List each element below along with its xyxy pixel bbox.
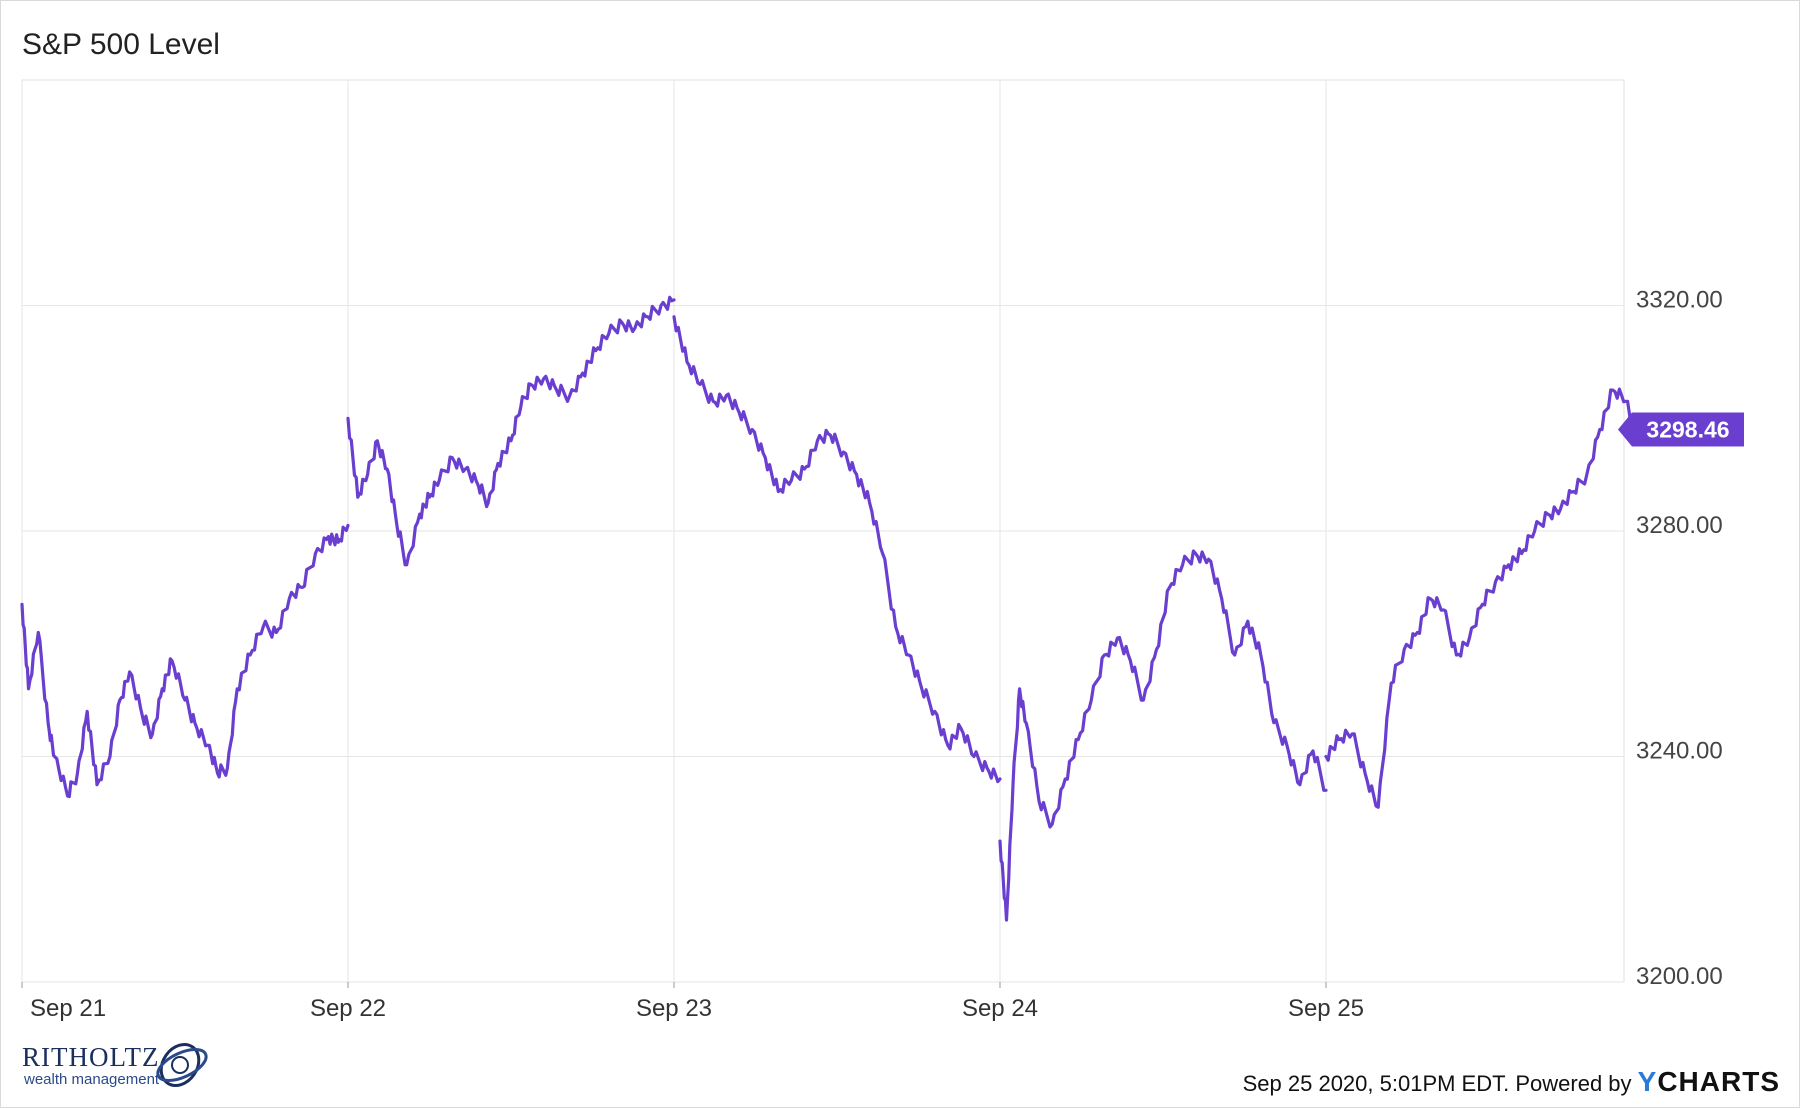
series-line-segment: [998, 549, 1328, 922]
series-line-segment: [346, 295, 676, 567]
brand-subtitle: wealth management: [24, 1071, 160, 1088]
series-lines: [20, 295, 1648, 922]
x-tick-label: Sep 21: [30, 995, 106, 1022]
series-line-segment: [672, 315, 1002, 784]
y-tick-label: 3320.00: [1636, 287, 1723, 314]
last-value-tag: [1618, 412, 1744, 447]
series-line-segment: [20, 523, 350, 799]
timestamp-text: Sep 25 2020, 5:01PM EDT. Powered by: [1242, 1071, 1638, 1096]
chart-title: S&P 500 Level: [22, 28, 220, 61]
x-tick-label: Sep 25: [1288, 995, 1364, 1022]
x-axis: Sep 21 Sep 22 Sep 23 Sep 24 Sep 25: [21, 982, 1364, 1022]
x-tick-label: Sep 24: [962, 995, 1038, 1022]
last-value-marker: 3298.46: [1618, 412, 1744, 447]
grid-lines: [21, 79, 1625, 983]
ritholtz-globe-icon: [156, 1043, 208, 1087]
y-tick-label: 3280.00: [1636, 512, 1723, 539]
y-axis: 3200.00 3240.00 3280.00 3320.00: [1636, 287, 1723, 991]
ycharts-logo: YCHARTS: [1637, 1066, 1780, 1097]
y-tick-label: 3240.00: [1636, 738, 1723, 765]
y-tick-label: 3200.00: [1636, 963, 1723, 990]
last-value-label: 3298.46: [1646, 417, 1729, 443]
x-tick-label: Sep 22: [310, 995, 386, 1022]
series-line-segment: [1324, 387, 1648, 809]
x-tick-label: Sep 23: [636, 995, 712, 1022]
source-credit: Sep 25 2020, 5:01PM EDT. Powered by YCHA…: [1243, 1066, 1780, 1098]
brand-name: RITHOLTZ: [22, 1042, 160, 1072]
